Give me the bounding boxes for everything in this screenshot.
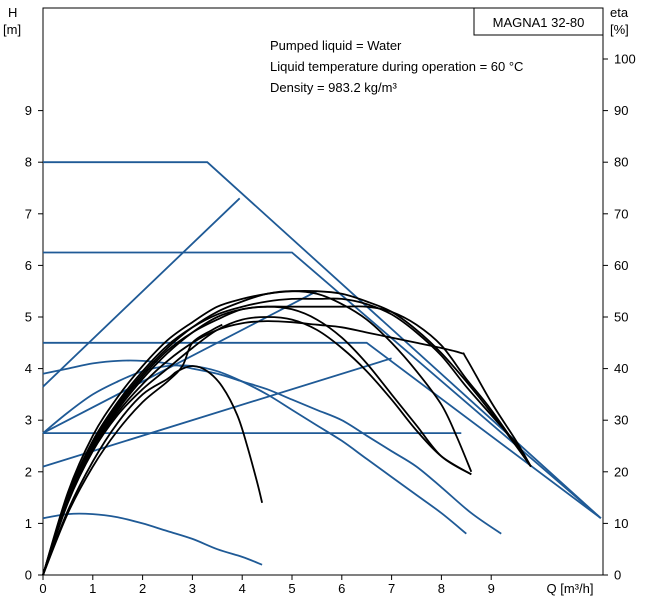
performance-curve-line [42, 297, 532, 576]
axis-ticks [38, 58, 608, 580]
x-tick-label: 6 [338, 581, 345, 596]
y-left-tick-label: 0 [25, 568, 32, 583]
y-right-tick-label: 40 [614, 361, 628, 376]
control-curve-line [43, 161, 602, 519]
x-tick-label: 8 [438, 581, 445, 596]
x-tick-label: 1 [89, 581, 96, 596]
performance-curve-line [42, 305, 472, 576]
info-line-temperature: Liquid temperature during operation = 60… [270, 59, 523, 74]
performance-curve-line [42, 320, 532, 576]
y-right-tick-label: 90 [614, 103, 628, 118]
x-tick-label: 4 [239, 581, 246, 596]
x-tick-label: 3 [189, 581, 196, 596]
y-right-tick-label: 10 [614, 516, 628, 531]
y-right-tick-label: 0 [614, 568, 621, 583]
control-curve-line [43, 341, 602, 519]
control-curve-line [43, 251, 602, 519]
y-left-tick-label: 6 [25, 258, 32, 273]
y-right-tick-label: 30 [614, 413, 628, 428]
info-line-liquid: Pumped liquid = Water [270, 38, 402, 53]
control-curves [42, 161, 602, 519]
efficiency-curves [42, 359, 502, 566]
y-right-tick-label: 70 [614, 206, 628, 221]
performance-curve-line [42, 365, 263, 576]
y-left-tick-label: 3 [25, 413, 32, 428]
y-left-unit: [m] [3, 22, 21, 37]
y-right-tick-label: 50 [614, 310, 628, 325]
performance-curve-line [42, 316, 472, 576]
x-tick-label: 5 [288, 581, 295, 596]
x-tick-label: 2 [139, 581, 146, 596]
y-right-label: eta [610, 5, 629, 20]
chart-title: MAGNA1 32-80 [493, 15, 585, 30]
y-left-tick-label: 2 [25, 464, 32, 479]
efficiency-curve-line [42, 364, 467, 535]
y-left-tick-label: 5 [25, 310, 32, 325]
performance-curve-line [42, 290, 473, 576]
x-tick-label: 9 [488, 581, 495, 596]
y-right-unit: [%] [610, 22, 629, 37]
y-right-tick-label: 100 [614, 52, 636, 67]
y-right-tick-label: 20 [614, 464, 628, 479]
control-curve-line [42, 197, 241, 388]
control-curve-line [42, 290, 318, 434]
y-left-label: H [8, 5, 17, 20]
title-box [473, 7, 604, 36]
y-right-tick-label: 60 [614, 258, 628, 273]
x-axis-label: Q [m³/h] [547, 581, 594, 596]
y-left-tick-label: 8 [25, 155, 32, 170]
y-left-tick-label: 7 [25, 206, 32, 221]
plot-frame [42, 7, 604, 576]
y-left-tick-label: 1 [25, 516, 32, 531]
performance-curves [42, 290, 532, 576]
y-left-tick-label: 4 [25, 361, 32, 376]
info-line-density: Density = 983.2 kg/m³ [270, 80, 397, 95]
y-left-tick-label: 9 [25, 103, 32, 118]
performance-curve-line [42, 323, 223, 576]
efficiency-curve-line [42, 359, 502, 535]
efficiency-curve-line [42, 512, 263, 566]
y-right-tick-label: 80 [614, 155, 628, 170]
x-tick-label: 0 [39, 581, 46, 596]
x-tick-label: 7 [388, 581, 395, 596]
